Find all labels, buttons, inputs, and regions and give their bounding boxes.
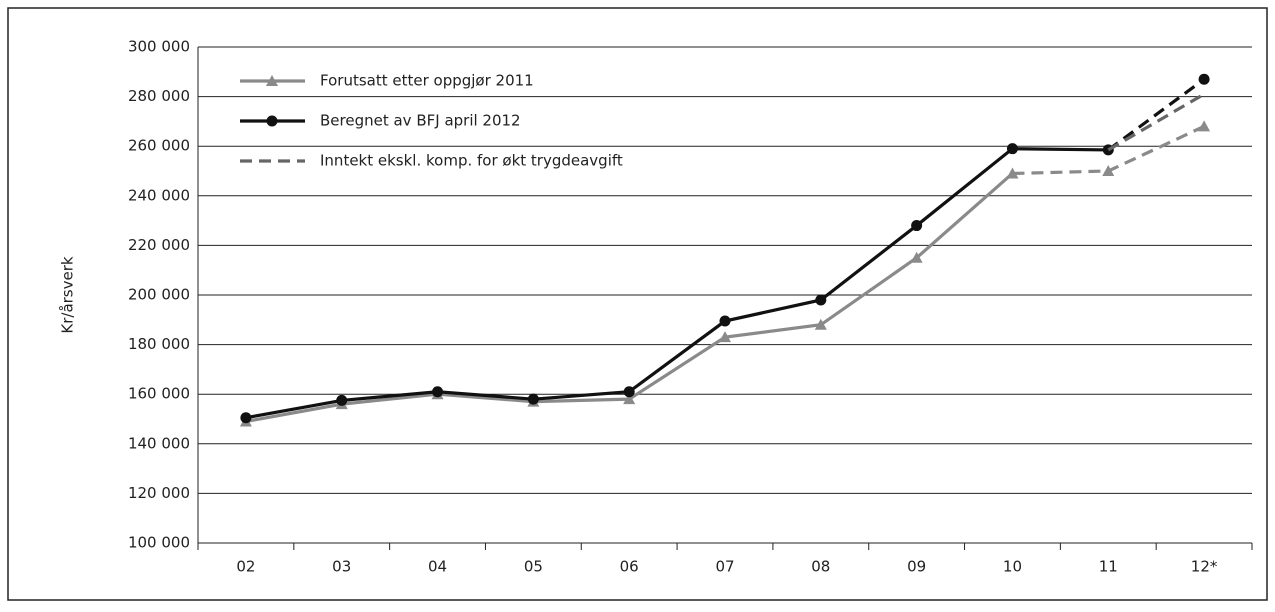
x-tick-label: 04 [428,558,447,576]
legend-label: Beregnet av BFJ april 2012 [320,112,521,130]
point [815,294,827,306]
point [1198,120,1211,132]
point [240,412,252,424]
legend-marker [266,75,278,86]
point [623,393,636,405]
y-axis-label: Kr/årsverk [59,256,77,334]
x-tick-label: 10 [1003,558,1022,576]
point [1006,167,1019,179]
y-tick-label: 280 000 [128,87,190,105]
point [719,331,731,343]
series-line [245,172,1014,424]
x-tick-label: 06 [620,558,639,576]
point [623,386,635,398]
x-tick-label: 08 [811,558,830,576]
x-tick-label: 05 [524,558,543,576]
series-line-dashed [1107,92,1205,152]
x-tick-label: 07 [715,558,734,576]
point [336,394,348,406]
series-line [245,147,1109,420]
y-tick-label: 260 000 [128,137,190,155]
legend-marker [266,115,278,127]
point [432,386,444,398]
x-tick-label: 09 [907,558,926,576]
point [910,251,923,263]
series-line-dashed [1107,77,1206,152]
point [1006,143,1018,155]
y-tick-label: 220 000 [128,236,190,254]
x-tick-label: 11 [1099,558,1118,576]
point [911,220,923,232]
y-tick-label: 240 000 [128,186,190,204]
y-tick-label: 200 000 [128,286,190,304]
x-tick-label: 03 [332,558,351,576]
point [814,318,827,330]
x-tick-label: 02 [236,558,255,576]
legend-label: Inntekt ekskl. komp. for økt trygdeavgif… [320,152,623,170]
frame [7,7,1268,601]
point [1198,73,1210,85]
legend-label: Forutsatt etter oppgjør 2011 [320,72,534,90]
y-tick-label: 140 000 [128,434,190,452]
y-tick-label: 120 000 [128,484,190,502]
y-tick-label: 100 000 [128,534,190,552]
x-tick-label: 12* [1191,558,1218,576]
point [719,315,731,327]
y-tick-label: 160 000 [128,385,190,403]
y-tick-label: 300 000 [128,38,190,56]
point [1102,165,1115,176]
y-tick-label: 180 000 [128,335,190,353]
point [527,393,539,405]
